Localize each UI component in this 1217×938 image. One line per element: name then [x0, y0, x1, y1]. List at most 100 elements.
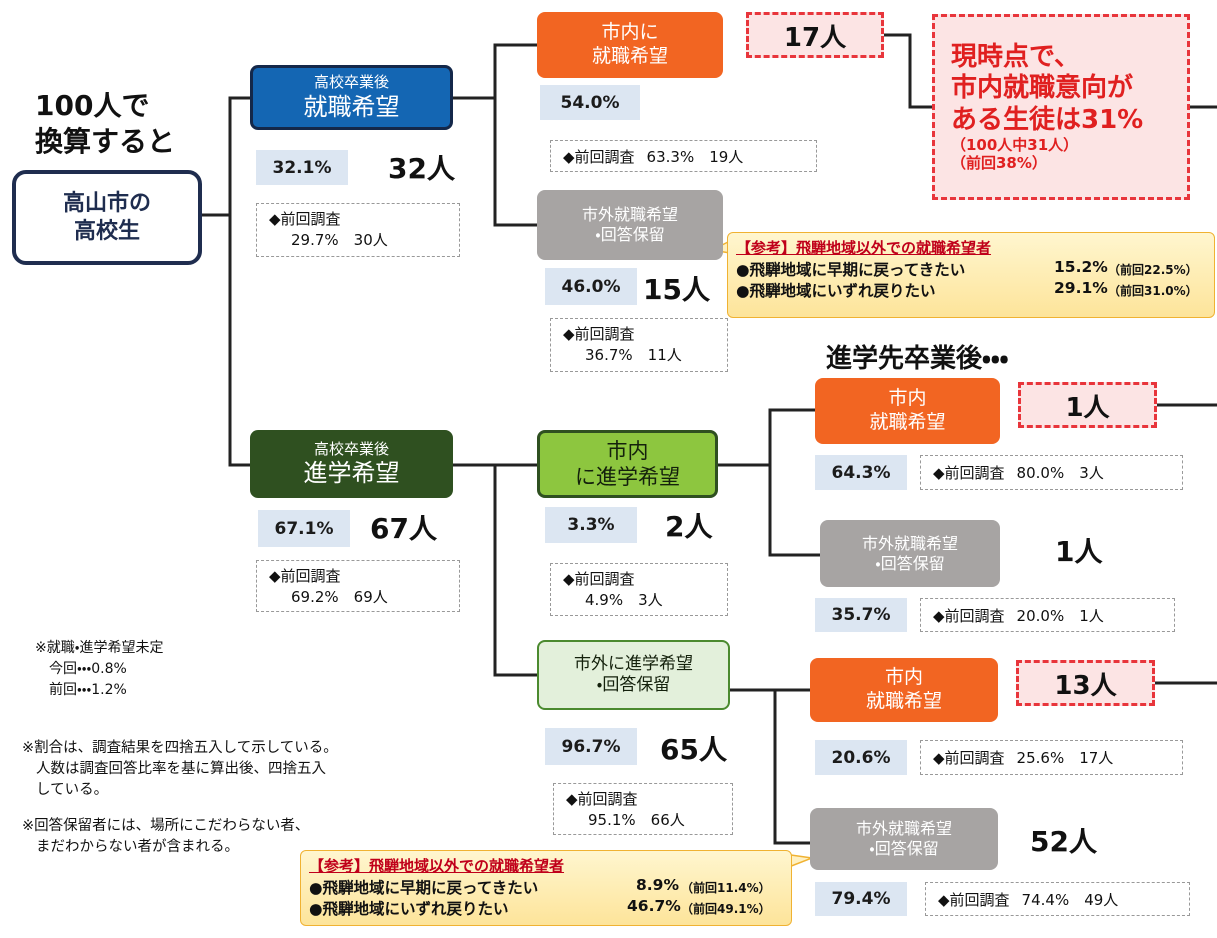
count-label: 32人 — [388, 152, 455, 185]
previous-text: ◆前回調査 — [933, 749, 1005, 767]
note-line: ※就職・進学希望未定 — [35, 640, 164, 656]
connector — [884, 33, 932, 109]
section-heading: 進学先卒業後・・・ — [826, 344, 1009, 374]
percent-box: 20.6% — [815, 740, 907, 775]
reference-value: 8.9% — [636, 876, 679, 894]
previous-text: ◆前回調査 — [933, 464, 1005, 482]
percent-box: 35.7% — [815, 598, 907, 632]
note-line: 人数は調査回答比率を基に算出後、四捨五入 — [36, 761, 326, 777]
node-box: 市内 に進学希望 — [537, 430, 718, 498]
callout-sub: （100人中31人） — [951, 135, 1079, 154]
reference-value: 46.7% — [627, 897, 681, 915]
previous-survey: ◆前回調査 29.7% 30人 — [256, 203, 460, 257]
heading-line: 換算すると — [35, 125, 176, 158]
percent-box: 3.3% — [545, 507, 637, 543]
node-label: 就職希望 — [591, 45, 668, 67]
percent-box: 64.3% — [815, 455, 907, 490]
count-highlight: 13人 — [1016, 660, 1155, 706]
node-label: 高校卒業後 — [313, 439, 389, 458]
previous-text: 25.6% 17人 — [1016, 749, 1114, 767]
node-box: 市内に 就職希望 — [537, 12, 723, 78]
note-line: まだわからない者が含まれる。 — [36, 839, 239, 855]
previous-text: 74.4% 49人 — [1021, 890, 1119, 909]
count-label: 1人 — [1055, 535, 1103, 568]
node-box: 市外就職希望 ・回答保留 — [810, 808, 998, 870]
reference-value: 29.1% — [1054, 279, 1108, 297]
previous-text: ◆前回調査 — [563, 325, 635, 343]
connector — [493, 43, 537, 227]
previous-text: 20.0% 1人 — [1016, 606, 1104, 625]
previous-text: 63.3% 19人 — [646, 147, 744, 166]
node-label: 就職希望 — [303, 92, 400, 121]
root-node: 高山市の 高校生 — [12, 170, 202, 265]
connector — [768, 408, 820, 557]
reference-row: ●飛騨地域に早期に戻ってきたい 8.9% （前回11.4%） — [309, 876, 783, 897]
previous-survey: ◆前回調査 95.1% 66人 — [553, 783, 733, 835]
reference-row: ●飛騨地域にいずれ戻りたい 29.1% （前回31.0%） — [736, 279, 1206, 300]
node-label: 就職希望 — [865, 690, 942, 712]
count-label: 15人 — [643, 273, 710, 306]
reference-title: 【参考】飛騨地域以外での就職希望者 — [309, 857, 565, 875]
node-box: 市外に進学希望 ・回答保留 — [537, 640, 730, 710]
percent-box: 96.7% — [545, 728, 637, 765]
connector — [773, 690, 810, 845]
previous-survey: ◆前回調査 20.0% 1人 — [920, 598, 1175, 632]
callout-line: ある生徒は31% — [951, 104, 1144, 135]
count-highlight: 17人 — [746, 12, 884, 58]
reference-previous: （前回49.1%） — [681, 902, 771, 916]
count-label: 52人 — [1030, 825, 1097, 858]
note-line: ※回答保留者には、場所にこだわらない者、 — [22, 818, 310, 834]
note-line: 今回・・・0.8% — [49, 661, 127, 677]
previous-text: ◆前回調査 — [933, 606, 1005, 625]
node-label: ・回答保留 — [595, 225, 665, 244]
callout: 現時点で、 市内就職意向が ある生徒は31% （100人中31人） （前回38%… — [932, 14, 1190, 200]
previous-survey: ◆前回調査 74.4% 49人 — [925, 882, 1190, 916]
count-label: 65人 — [660, 733, 727, 766]
percent-box: 54.0% — [540, 85, 640, 120]
node-box: 市内 就職希望 — [815, 378, 1000, 444]
node-box: 市外就職希望 ・回答保留 — [537, 190, 723, 260]
previous-text: 4.9% 3人 — [585, 591, 663, 609]
previous-text: ◆前回調査 — [563, 570, 635, 588]
note-line: ※割合は、調査結果を四捨五入して示している。 — [22, 740, 338, 756]
heading-line: 100人で — [35, 89, 150, 122]
callout-line: 市内就職意向が — [951, 73, 1134, 104]
previous-text: 69.2% 69人 — [291, 588, 388, 606]
node-label: 進学希望 — [303, 459, 400, 488]
previous-text: ◆前回調査 — [269, 210, 341, 228]
node-label: ・回答保留 — [596, 675, 671, 695]
previous-text: 95.1% 66人 — [588, 811, 685, 829]
count-label: 67人 — [370, 512, 437, 545]
reference-label: ●飛騨地域に早期に戻ってきたい — [309, 879, 539, 897]
node-label: 市内 — [606, 438, 649, 463]
previous-text: 29.7% 30人 — [291, 231, 388, 249]
heading: 100人で 換算すると — [35, 88, 175, 160]
root-line: 高山市の — [62, 191, 151, 216]
reference-previous: （前回11.4%） — [681, 881, 771, 895]
note-line: 前回・・・1.2% — [49, 682, 127, 698]
previous-text: ◆前回調査 — [938, 890, 1010, 909]
callout-line: 現時点で、 — [951, 42, 1080, 73]
previous-survey: ◆前回調査 36.7% 11人 — [550, 318, 728, 372]
percent-box: 79.4% — [815, 882, 907, 916]
note-line: している。 — [36, 782, 109, 798]
node-box: 高校卒業後 就職希望 — [250, 65, 453, 130]
node-label: 市内 — [884, 666, 923, 689]
reference-previous: （前回22.5%） — [1108, 263, 1198, 277]
reference-row: ●飛騨地域に早期に戻ってきたい 15.2% （前回22.5%） — [736, 258, 1206, 279]
node-label: 市外就職希望 — [861, 533, 958, 553]
reference-label: ●飛騨地域に早期に戻ってきたい — [736, 261, 966, 279]
previous-survey: ◆前回調査 4.9% 3人 — [550, 563, 728, 616]
node-label: ・回答保留 — [875, 553, 945, 573]
reference-label: ●飛騨地域にいずれ戻りたい — [736, 282, 936, 300]
previous-text: 80.0% 3人 — [1016, 464, 1104, 482]
reference-previous: （前回31.0%） — [1108, 284, 1198, 298]
node-label: 就職希望 — [869, 411, 946, 433]
reference-box: 【参考】飛騨地域以外での就職希望者 ●飛騨地域に早期に戻ってきたい 15.2% （前回… — [727, 232, 1215, 318]
count-label: 2人 — [665, 510, 713, 543]
node-label: 市内 — [888, 387, 927, 410]
node-box: 市内 就職希望 — [810, 658, 998, 722]
node-label: ・回答保留 — [869, 839, 939, 858]
node-label: 市外就職希望 — [855, 819, 952, 838]
